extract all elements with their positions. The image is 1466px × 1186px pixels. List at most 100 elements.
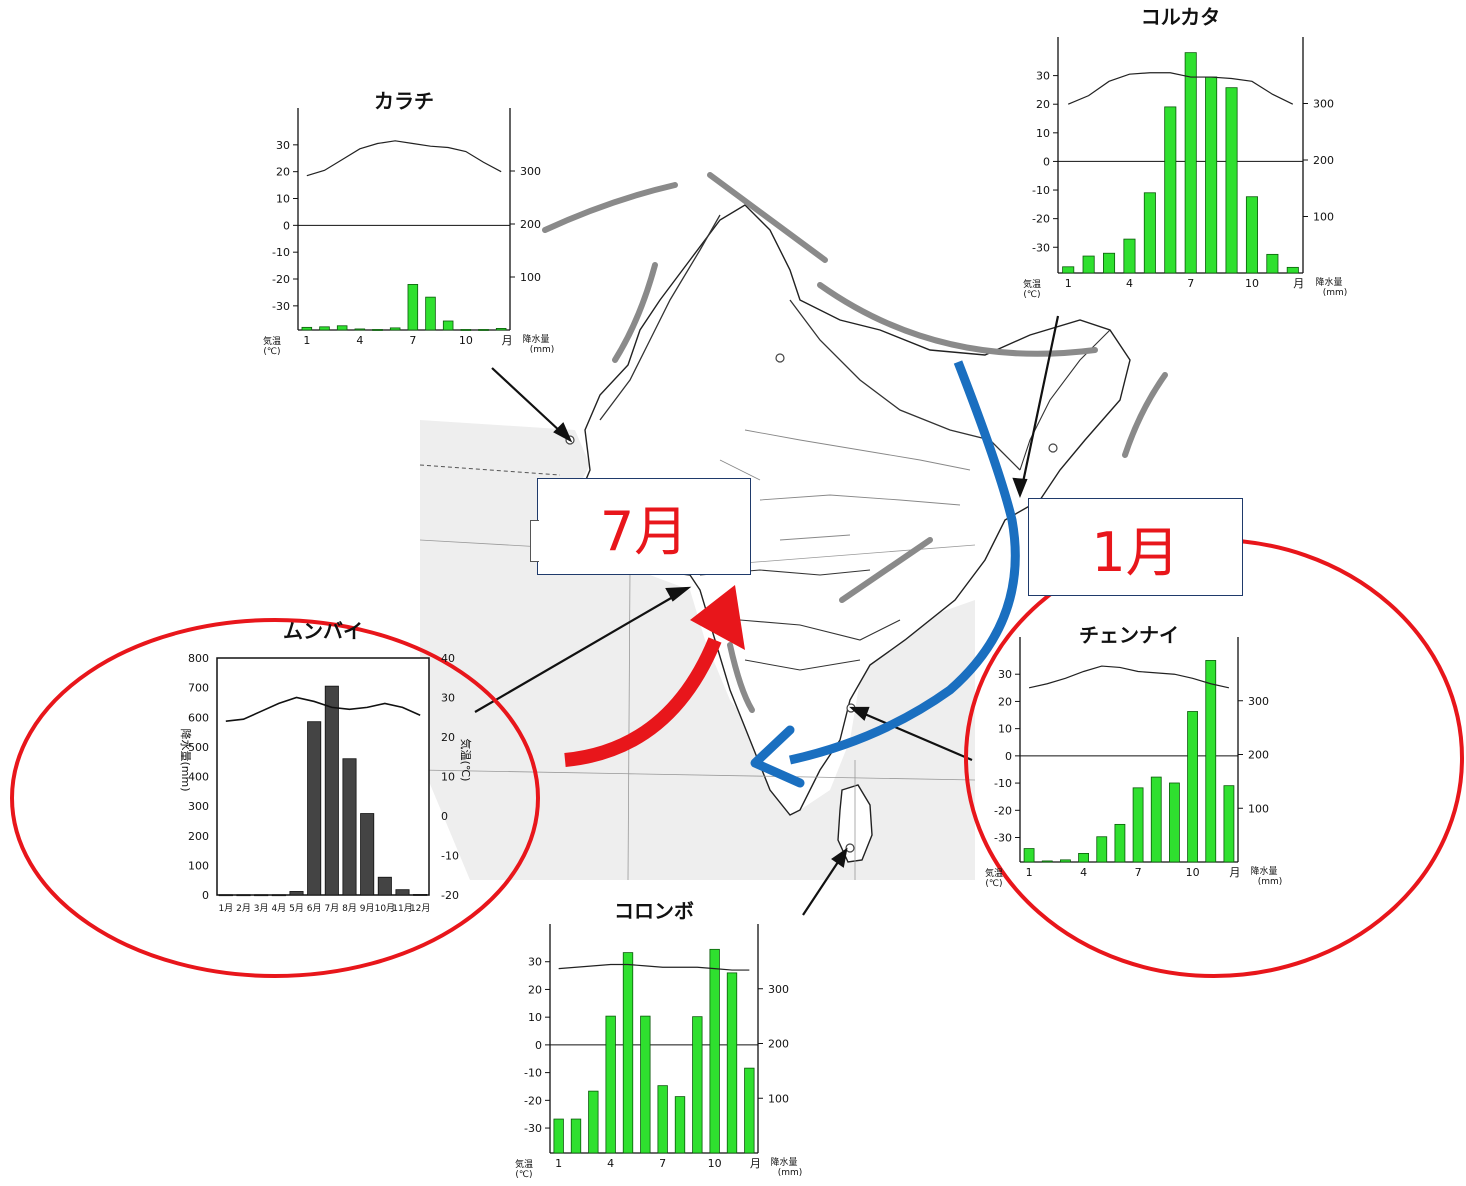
precip-bar	[1205, 76, 1218, 274]
month-tick-label: 10	[459, 334, 473, 347]
precip-bar	[342, 758, 357, 896]
temp-tick-label: -30	[272, 300, 290, 313]
precip-bar	[254, 894, 269, 897]
precip-bar	[1082, 255, 1095, 274]
precip-bar	[640, 1015, 651, 1154]
chart-title: チェンナイ	[1079, 623, 1179, 647]
precip-tick-label: 100	[768, 1092, 789, 1105]
precip-tick-label: 600	[188, 711, 209, 724]
month-tick-label: 7	[409, 334, 416, 347]
temp-tick-label: 10	[998, 723, 1012, 736]
month-unit-label: 月	[1293, 277, 1304, 290]
precip-axis-unit: (mm)	[1323, 288, 1348, 298]
temp-tick-label: 30	[528, 956, 542, 969]
month-tick-label: 1	[555, 1157, 562, 1170]
month-tick-label: 9月	[360, 903, 375, 914]
temp-line	[1067, 72, 1294, 105]
temp-tick-label: 0	[1005, 750, 1012, 763]
precip-tick-label: 200	[1313, 154, 1334, 167]
month-tick-label: 6月	[307, 903, 322, 914]
river-indus	[599, 214, 721, 421]
temp-tick-label: -30	[994, 832, 1012, 845]
label-january-text: 1月	[1091, 520, 1180, 584]
precip-bar	[395, 889, 410, 896]
precip-bar	[407, 284, 419, 331]
monsoon-arrow-january	[750, 360, 1020, 788]
precip-tick-label: 300	[768, 983, 789, 996]
temp-tick-label: -20	[994, 804, 1012, 817]
monsoon-arrow-july	[564, 585, 745, 767]
precip-tick-label: 500	[188, 741, 209, 754]
precip-bar	[413, 894, 428, 896]
precip-bar	[570, 1118, 582, 1154]
temp-tick-label: -10	[441, 850, 459, 863]
precip-tick-label: 100	[1313, 211, 1334, 224]
precip-axis-unit: (mm)	[778, 1168, 803, 1178]
month-tick-label: 4	[607, 1157, 614, 1170]
precip-tick-label: 300	[188, 800, 209, 813]
precip-bar	[460, 329, 472, 331]
precip-bar	[377, 876, 392, 896]
graticule-lines	[419, 539, 976, 881]
precip-bar	[1205, 660, 1217, 863]
month-tick-label: 1月	[218, 903, 233, 914]
month-tick-label: 1	[303, 334, 310, 347]
chart-title: コロンボ	[614, 899, 694, 923]
temp-tick-label: -30	[1032, 241, 1050, 254]
temp-tick-label: 20	[528, 983, 542, 996]
label-july-text: 7月	[599, 500, 689, 563]
month-tick-label: 1	[1065, 277, 1072, 290]
climate-chart-mumbai: ムンバイ8007006005004003002001000403020100-1…	[179, 619, 473, 914]
chart-title: コルカタ	[1141, 5, 1220, 29]
precip-tick-label: 200	[768, 1038, 789, 1051]
temp-axis-caption: 気温	[263, 335, 281, 347]
precip-bar	[307, 721, 322, 896]
precip-bar	[657, 1085, 668, 1154]
month-tick-label: 11月	[392, 903, 412, 914]
temp-tick-label: -10	[1032, 184, 1050, 197]
temp-axis-caption: 気温	[515, 1158, 533, 1170]
month-tick-label: 5月	[289, 903, 304, 914]
month-unit-label: 月	[750, 1157, 761, 1170]
precip-axis-caption: 降水量	[1315, 276, 1342, 288]
precip-axis-caption: 降水量	[1250, 865, 1277, 877]
temp-line	[225, 696, 421, 722]
precip-bar	[744, 1067, 755, 1154]
precip-bar	[289, 891, 304, 896]
temp-tick-label: 30	[276, 139, 290, 152]
temp-axis-unit: (℃)	[515, 1170, 532, 1180]
chart-title: カラチ	[374, 89, 434, 113]
precip-bar	[1143, 192, 1156, 274]
temp-tick-label: 0	[283, 219, 290, 232]
temp-axis-unit: (℃)	[263, 347, 280, 357]
temp-tick-label: -20	[272, 273, 290, 286]
precip-bar	[1169, 782, 1180, 863]
precip-bar	[218, 894, 233, 897]
precip-bar	[1184, 52, 1197, 274]
precip-bar	[1286, 266, 1299, 274]
month-tick-label: 4	[1126, 277, 1133, 290]
precip-bar	[709, 948, 720, 1154]
highlight-circle-mumbai	[10, 618, 540, 978]
temp-tick-label: -20	[1032, 213, 1050, 226]
precip-bar	[1041, 860, 1053, 863]
month-tick-label: 7月	[324, 903, 339, 914]
precip-bar	[271, 894, 286, 897]
precip-bar	[495, 328, 507, 331]
month-tick-label: 12月	[410, 903, 430, 914]
precip-bar	[1123, 238, 1136, 274]
precip-tick-label: 300	[520, 165, 541, 178]
chart-title: ムンバイ	[283, 619, 363, 643]
label-january: 1月	[1028, 498, 1243, 596]
precip-bar	[1096, 836, 1108, 863]
temp-tick-label: 20	[998, 695, 1012, 708]
precip-tick-label: 100	[520, 271, 541, 284]
temp-tick-label: 10	[276, 193, 290, 206]
temp-axis-caption: 気温	[1023, 278, 1041, 290]
precip-bar	[372, 329, 383, 331]
month-tick-label: 4	[1080, 866, 1087, 879]
precip-bar	[1225, 87, 1238, 274]
temp-tick-label: -10	[994, 777, 1012, 790]
